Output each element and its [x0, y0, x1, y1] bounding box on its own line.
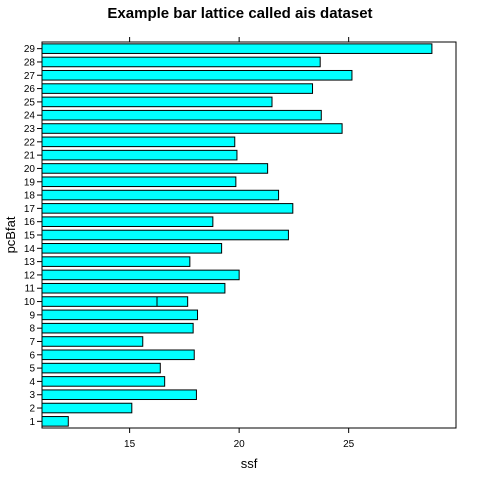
bar-9: [41, 309, 199, 321]
bar-1: [41, 416, 69, 427]
bar-19: [41, 176, 237, 188]
y-tick-label-11: 11: [25, 284, 36, 295]
y-tick-label-10: 10: [24, 297, 36, 308]
bar-23: [41, 123, 343, 134]
bar-21: [41, 149, 238, 161]
bar-26: [41, 83, 314, 94]
x-axis-label: ssf: [241, 456, 258, 471]
bar-7: [41, 336, 144, 347]
bar-27: [41, 69, 353, 81]
bar-15: [41, 229, 289, 241]
y-tick-label-21: 21: [24, 151, 36, 162]
bar-2: [41, 402, 133, 414]
bar-13: [41, 256, 191, 267]
y-tick-label-9: 9: [29, 310, 35, 321]
y-axis-label: pcBfat: [3, 216, 18, 253]
bar-28: [41, 56, 321, 68]
y-tick-label-4: 4: [29, 377, 35, 388]
y-tick-label-6: 6: [29, 350, 35, 361]
y-tick-label-26: 26: [24, 84, 36, 95]
bar-20: [41, 163, 269, 174]
y-tick-label-22: 22: [24, 137, 36, 148]
bar-16: [41, 216, 214, 227]
bar-29: [41, 43, 433, 54]
y-tick-label-1: 1: [29, 417, 35, 428]
y-tick-label-19: 19: [24, 177, 36, 188]
y-tick-label-12: 12: [24, 270, 36, 281]
x-tick-label-25: 25: [343, 439, 355, 450]
bar-5: [41, 362, 161, 374]
y-tick-label-15: 15: [24, 231, 36, 242]
bar-22: [41, 136, 236, 148]
bars-group: [41, 43, 433, 427]
bar-17: [41, 203, 294, 214]
x-tick-label-15: 15: [124, 439, 136, 450]
bar-14: [41, 243, 223, 254]
y-tick-label-20: 20: [24, 164, 36, 175]
bar-3: [41, 389, 197, 401]
y-tick-label-7: 7: [29, 337, 35, 348]
y-tick-label-8: 8: [29, 324, 35, 335]
y-tick-label-13: 13: [24, 257, 36, 268]
y-tick-label-18: 18: [24, 191, 36, 202]
y-tick-label-24: 24: [24, 111, 36, 122]
chart-title: Example bar lattice called ais dataset: [107, 5, 372, 22]
y-tick-label-2: 2: [29, 404, 35, 415]
y-tick-label-17: 17: [24, 204, 36, 215]
y-tick-label-23: 23: [24, 124, 36, 135]
x-tick-label-20: 20: [234, 439, 246, 450]
bar-4: [41, 376, 166, 387]
y-tick-label-29: 29: [24, 44, 36, 55]
bar-24: [41, 109, 322, 121]
y-tick-label-28: 28: [24, 57, 36, 68]
bar-10: [41, 296, 189, 307]
y-tick-label-5: 5: [29, 364, 35, 375]
y-tick-label-27: 27: [24, 71, 36, 82]
y-tick-label-3: 3: [29, 390, 35, 401]
bar-25: [41, 96, 273, 108]
y-tick-label-25: 25: [24, 97, 36, 108]
y-axis-ticks: 1234567891011121314151617181920212223242…: [24, 44, 42, 428]
y-tick-label-14: 14: [24, 244, 36, 255]
bar-18: [41, 189, 280, 201]
bar-11: [41, 282, 226, 294]
x-axis-ticks: 15 20 25: [124, 37, 355, 450]
bar-8: [41, 322, 194, 334]
bar-12: [41, 269, 240, 281]
y-tick-label-16: 16: [24, 217, 36, 228]
bar-6: [41, 349, 195, 361]
